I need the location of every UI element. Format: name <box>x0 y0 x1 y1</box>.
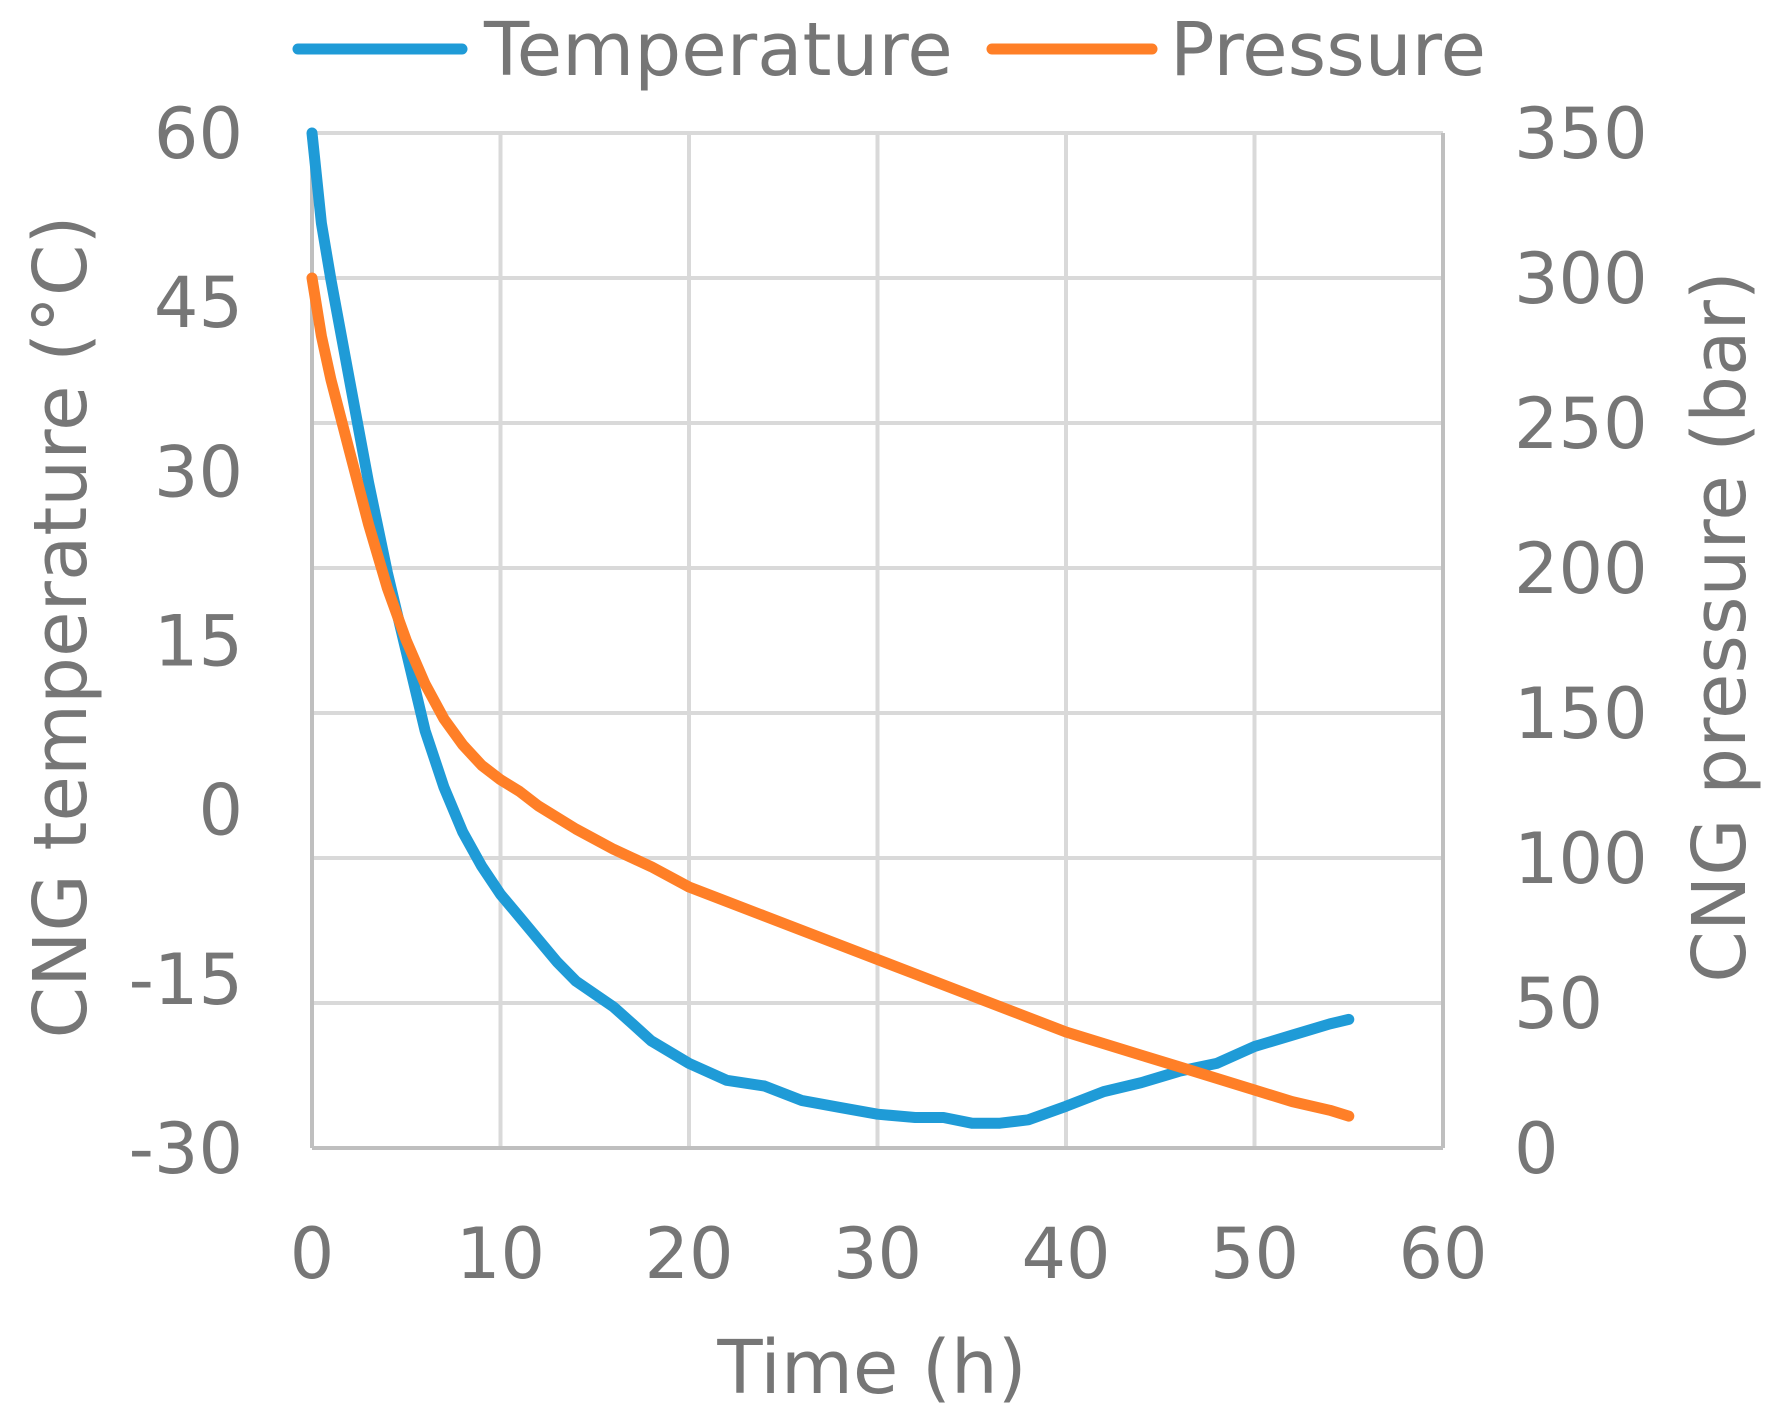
y2-tick-label: 150 <box>1514 673 1648 755</box>
y-tick-label: 0 <box>198 770 243 852</box>
y2-tick-label: 100 <box>1514 818 1648 900</box>
legend-label-pressure: Pressure <box>1170 7 1486 93</box>
y2-tick-label: 200 <box>1514 528 1648 610</box>
x-tick-label: 50 <box>1210 1213 1299 1295</box>
tick-labels: 0 10 20 30 40 50 60350300250200150100500604530… <box>129 93 1648 1295</box>
y-tick-label: 60 <box>154 93 243 175</box>
y-tick-label: -15 <box>129 939 243 1021</box>
y-tick-label: 30 <box>154 431 243 513</box>
x-tick-label: 0 <box>290 1213 335 1295</box>
y2-tick-label: 250 <box>1514 383 1648 465</box>
series-line-temperature <box>306 127 1355 1129</box>
x-tick-label: 40 <box>1021 1213 1110 1295</box>
y-tick-label: 45 <box>154 262 243 344</box>
y2-tick-label: 0 <box>1514 1108 1559 1190</box>
y-tick-label: 15 <box>154 601 243 683</box>
y2-axis-title: CNG pressure (bar) <box>1677 271 1763 983</box>
legend-label-temperature: Temperature <box>483 7 953 93</box>
series-line-pressure <box>306 272 1355 1122</box>
y2-tick-label: 50 <box>1514 963 1603 1045</box>
x-tick-label: 60 <box>1398 1213 1487 1295</box>
x-tick-label: 30 <box>833 1213 922 1295</box>
y2-tick-label: 300 <box>1514 238 1648 320</box>
y-axis-title: CNG temperature (°C) <box>18 216 104 1039</box>
x-tick-label: 10 <box>456 1213 545 1295</box>
grid <box>310 131 1445 1150</box>
y-tick-label: -30 <box>129 1108 243 1190</box>
x-axis-title: Time (h) <box>716 1325 1026 1411</box>
x-tick-label: 20 <box>644 1213 733 1295</box>
legend: Temperature Pressure <box>292 7 1486 93</box>
y2-tick-label: 350 <box>1514 93 1648 175</box>
series-lines <box>306 127 1355 1129</box>
